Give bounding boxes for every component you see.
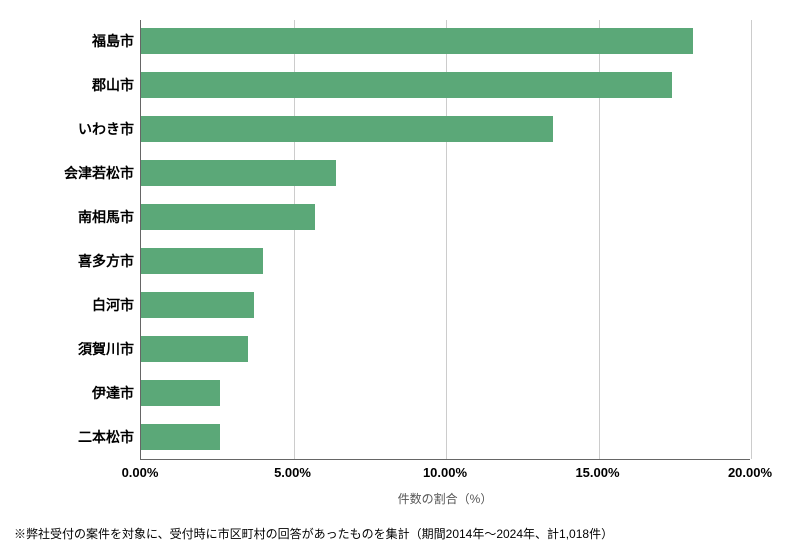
y-category-label: 会津若松市 (14, 160, 134, 186)
x-tick-label: 10.00% (423, 465, 467, 480)
bar-row (141, 424, 220, 450)
footnote: ※弊社受付の案件を対象に、受付時に市区町村の回答があったものを集計（期間2014… (14, 525, 613, 542)
bar (141, 424, 220, 450)
y-category-label: 二本松市 (14, 424, 134, 450)
y-category-label: 伊達市 (14, 380, 134, 406)
chart-container: 件数の割合（%） ※弊社受付の案件を対象に、受付時に市区町村の回答があったものを… (0, 0, 790, 551)
y-category-label: 喜多方市 (14, 248, 134, 274)
y-category-label: いわき市 (14, 116, 134, 142)
bar-row (141, 160, 336, 186)
bar (141, 336, 248, 362)
y-category-label: 福島市 (14, 28, 134, 54)
x-tick-label: 15.00% (575, 465, 619, 480)
x-tick-label: 20.00% (728, 465, 772, 480)
x-tick-label: 5.00% (274, 465, 311, 480)
bar-row (141, 116, 553, 142)
bar-row (141, 72, 672, 98)
bar (141, 160, 336, 186)
bar (141, 292, 254, 318)
y-category-label: 郡山市 (14, 72, 134, 98)
bar (141, 204, 315, 230)
x-tick-label: 0.00% (122, 465, 159, 480)
gridline (751, 20, 752, 459)
bar (141, 116, 553, 142)
y-category-label: 南相馬市 (14, 204, 134, 230)
bar-row (141, 336, 248, 362)
bar (141, 72, 672, 98)
bar-row (141, 292, 254, 318)
bar-row (141, 248, 263, 274)
bar (141, 380, 220, 406)
bar (141, 248, 263, 274)
y-category-label: 白河市 (14, 292, 134, 318)
bar-row (141, 380, 220, 406)
bar (141, 28, 693, 54)
x-axis-title: 件数の割合（%） (140, 490, 750, 507)
plot-area (140, 20, 750, 460)
y-category-label: 須賀川市 (14, 336, 134, 362)
bar-row (141, 28, 693, 54)
bar-row (141, 204, 315, 230)
